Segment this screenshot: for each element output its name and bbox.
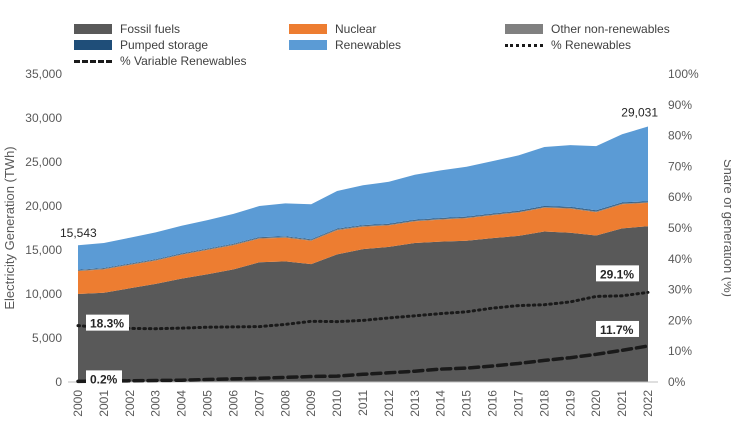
x-tick-label: 2010 — [330, 390, 344, 417]
line-series--variable-renewables — [76, 344, 650, 384]
y2-tick-label: 80% — [668, 129, 692, 143]
pct-renewables-start-label-bg — [86, 314, 129, 331]
y2-tick-label: 70% — [668, 159, 692, 173]
legend-label-other: Other non-renewables — [551, 22, 670, 36]
legend-swatch-pumped — [74, 40, 112, 50]
x-tick-label: 2003 — [149, 390, 163, 417]
legend-label-nuclear: Nuclear — [335, 22, 377, 36]
y2-tick-label: 10% — [668, 344, 692, 358]
x-tick-label: 2017 — [511, 390, 525, 417]
x-tick-label: 2011 — [356, 390, 370, 416]
y-tick-label: 15,000 — [25, 243, 62, 257]
x-tick-label: 2014 — [434, 390, 448, 417]
x-tick-label: 2008 — [278, 390, 292, 417]
x-tick-label: 2015 — [460, 390, 474, 417]
x-tick-label: 2016 — [486, 390, 500, 417]
legend-label-pumped: Pumped storage — [120, 38, 209, 52]
legend-swatch-nuclear — [289, 24, 327, 34]
legend-line-pct-variable — [74, 59, 112, 63]
y2-tick-label: 90% — [668, 98, 692, 112]
total-end-label: 29,031 — [621, 106, 658, 120]
pct-variable-end-label-bg — [596, 320, 639, 337]
y2-tick-label: 60% — [668, 190, 692, 204]
y2-tick-label: 20% — [668, 313, 692, 327]
x-tick-label: 2013 — [408, 390, 422, 417]
pct-variable-start-label-bg — [86, 370, 122, 387]
y-tick-label: 20,000 — [25, 199, 62, 213]
pct-variable-end-label: 11.7% — [600, 323, 634, 337]
x-tick-label: 2006 — [226, 390, 240, 417]
y-tick-label: 35,000 — [25, 67, 62, 81]
x-tick-label: 2007 — [252, 390, 266, 417]
legend-swatch-fossil — [74, 24, 112, 34]
area-series-renewables — [78, 126, 648, 270]
legend-item-renewables: Renewables — [289, 38, 401, 52]
pct-variable-start-label: 0.2% — [90, 372, 118, 386]
legend-item-nuclear: Nuclear — [289, 22, 376, 36]
legend-label-fossil: Fossil fuels — [120, 22, 181, 36]
area-series-nuclear — [78, 202, 648, 294]
legend-swatch-other — [505, 24, 543, 34]
y-tick-label: 5,000 — [32, 331, 62, 345]
y-tick-label: 25,000 — [25, 155, 62, 169]
y2-tick-label: 0% — [668, 375, 686, 389]
legend-item-pumped: Pumped storage — [74, 38, 208, 52]
legend-item-pct-variable: % Variable Renewables — [74, 54, 247, 68]
y-axis-title: Electricity Generation (TWh) — [2, 146, 17, 309]
y2-tick-label: 30% — [668, 283, 692, 297]
pct-renewables-start-label: 18.3% — [90, 317, 124, 331]
y-tick-label: 0 — [55, 375, 62, 389]
x-tick-label: 2000 — [71, 390, 85, 417]
x-tick-label: 2002 — [123, 390, 137, 417]
x-tick-label: 2021 — [615, 390, 629, 417]
x-tick-label: 2009 — [304, 390, 318, 417]
x-tick-label: 2005 — [201, 390, 215, 417]
y2-tick-label: 100% — [668, 67, 699, 81]
legend-label-renewables: Renewables — [335, 38, 402, 52]
total-start-label: 15,543 — [60, 226, 97, 240]
y-tick-label: 30,000 — [25, 111, 62, 125]
legend-item-pct-renewables: % Renewables — [505, 38, 631, 52]
pct-renewables-end-label-bg — [596, 265, 639, 282]
y2-tick-label: 40% — [668, 252, 692, 266]
x-tick-label: 2018 — [537, 390, 551, 417]
x-tick-label: 2022 — [641, 390, 655, 417]
legend-label-pct-variable: % Variable Renewables — [120, 54, 247, 68]
x-tick-label: 2020 — [589, 390, 603, 417]
legend-item-other: Other non-renewables — [505, 22, 670, 36]
legend-label-pct-renewables: % Renewables — [551, 38, 632, 52]
line-series--renewables — [76, 290, 650, 331]
x-tick-label: 2012 — [382, 390, 396, 417]
area-series-fossil-fuels — [78, 226, 648, 382]
legend-line-pct-renewables — [505, 43, 543, 47]
y-tick-label: 10,000 — [25, 287, 62, 301]
pct-renewables-end-label: 29.1% — [600, 267, 634, 281]
x-tick-label: 2001 — [97, 390, 111, 417]
legend-item-fossil: Fossil fuels — [74, 22, 180, 36]
legend-swatch-renewables — [289, 40, 327, 50]
y2-axis-title: Share of generation (%) — [721, 159, 731, 297]
x-tick-label: 2004 — [175, 390, 189, 417]
y2-tick-label: 50% — [668, 221, 692, 235]
x-tick-label: 2019 — [563, 390, 577, 417]
